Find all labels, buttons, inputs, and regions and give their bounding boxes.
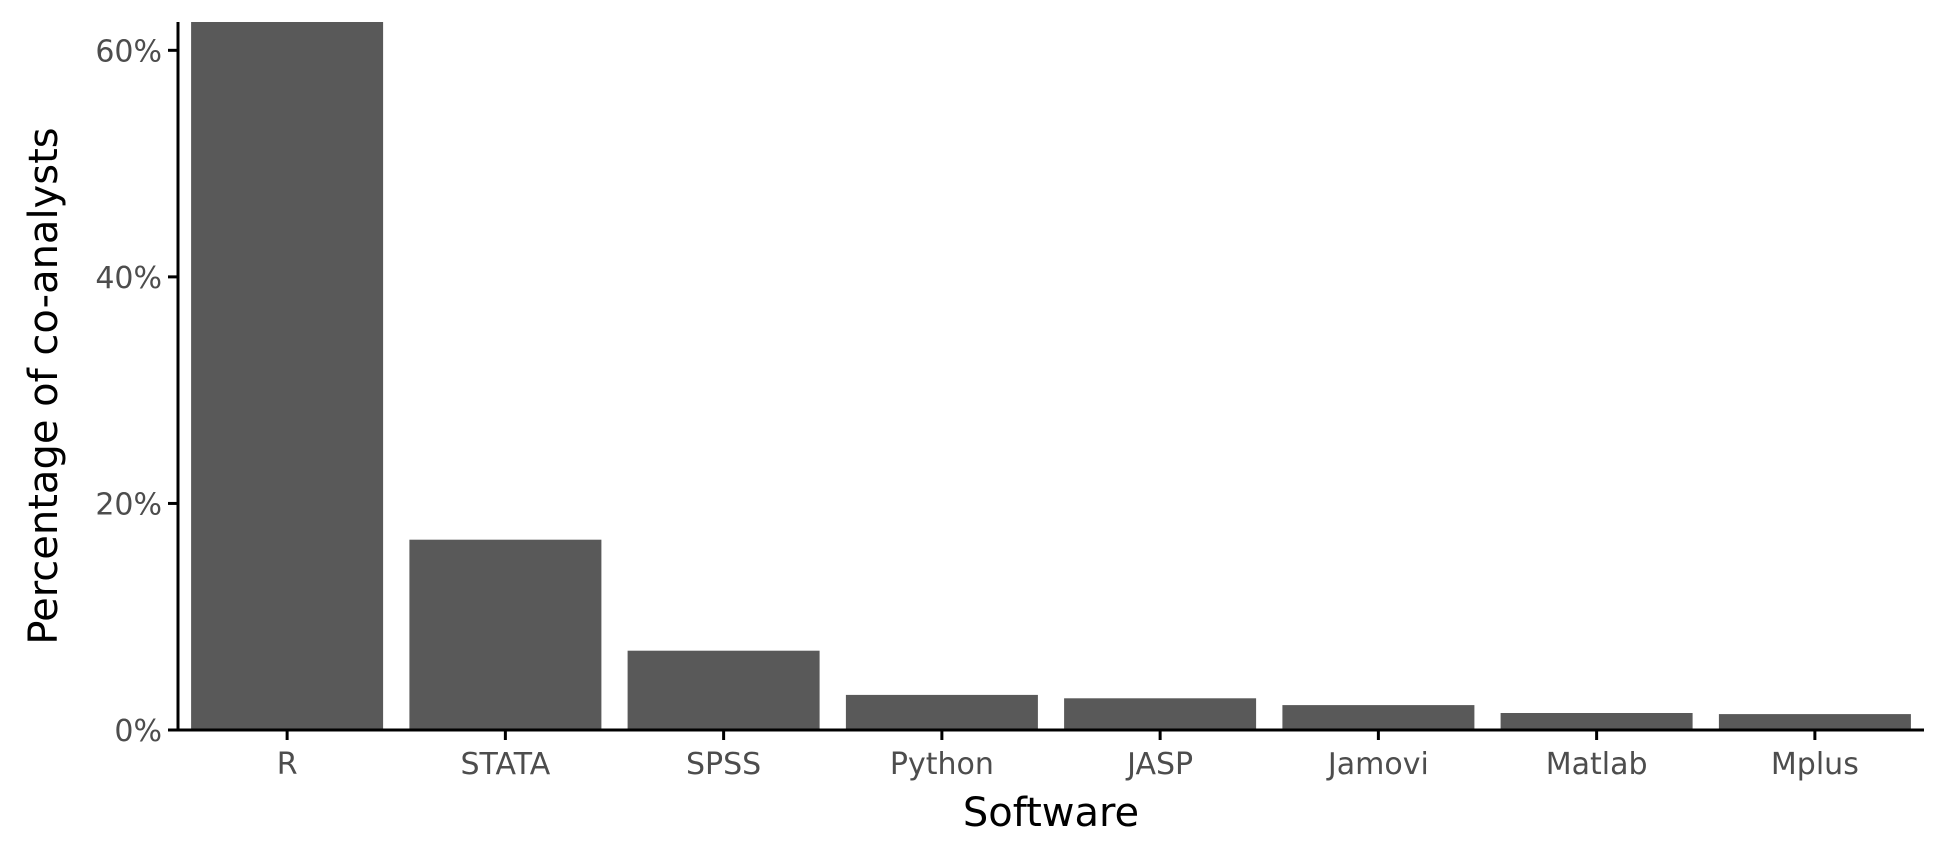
x-tick-label: Python: [890, 747, 994, 782]
bar-stata: [409, 539, 602, 730]
bar-r: [191, 22, 384, 730]
bar-jamovi: [1282, 705, 1475, 730]
x-tick-label: JASP: [1125, 747, 1193, 782]
x-tick-label: R: [277, 747, 298, 782]
bars-group: [191, 22, 1911, 730]
x-tick-label: Matlab: [1546, 747, 1648, 782]
y-tick-label: 0%: [114, 714, 162, 749]
y-axis-title: Percentage of co-analysts: [21, 127, 67, 644]
y-tick-label: 60%: [95, 34, 162, 69]
bar-matlab: [1500, 713, 1693, 730]
bar-mplus: [1718, 714, 1911, 730]
bar-python: [845, 694, 1038, 730]
bar-spss: [627, 650, 820, 730]
y-axis-ticks: 0% 20% 40% 60%: [95, 34, 178, 749]
x-tick-label: STATA: [460, 747, 550, 782]
y-tick-label: 40%: [95, 261, 162, 296]
bar-jasp: [1064, 698, 1257, 730]
x-tick-label: Mplus: [1771, 747, 1859, 782]
x-tick-label: Jamovi: [1326, 747, 1429, 782]
x-tick-label: SPSS: [686, 747, 761, 782]
x-axis-title: Software: [963, 790, 1139, 836]
x-axis-ticks: R STATA SPSS Python JASP Jamovi Matlab Mplus: [277, 730, 1859, 782]
y-tick-label: 20%: [95, 487, 162, 522]
